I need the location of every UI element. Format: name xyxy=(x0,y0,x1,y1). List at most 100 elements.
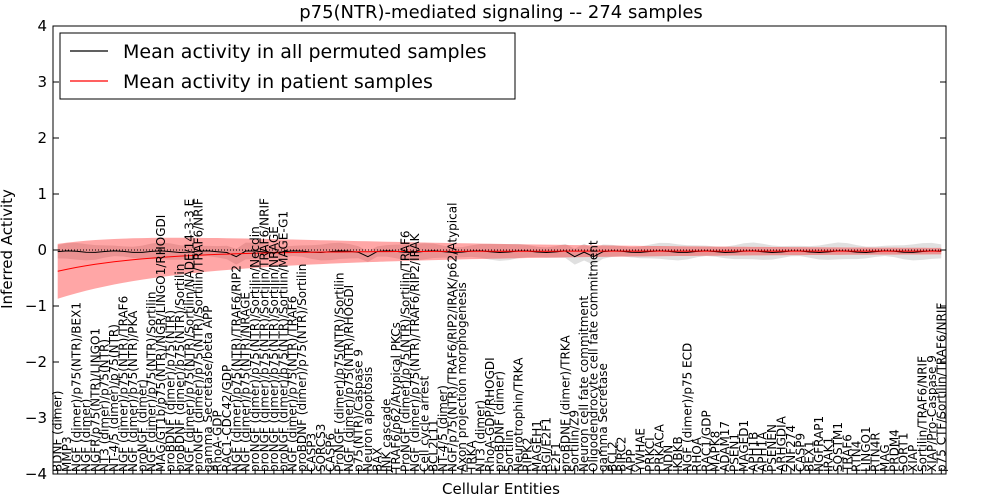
x-tick-label: proNGF (dimer)/p75(NTR)/Sortilin/NRAGE xyxy=(267,226,281,472)
x-tick-label: MMP3 xyxy=(60,436,74,472)
legend-label: Mean activity in patient samples xyxy=(123,71,433,93)
x-tick-label: SQSTM1 xyxy=(831,422,845,472)
x-tick-label: IKBKB xyxy=(671,436,685,472)
x-tick-label: XIAP/Pro-Caspase 9 xyxy=(925,355,939,472)
x-tick-label: proBDNF (dimer)/p75(NTR)/Sortilin xyxy=(173,264,187,472)
x-tick-label: NGF (dimer)/p75(NTR)/TRAF6 xyxy=(286,296,300,472)
y-tick-label: 1 xyxy=(37,185,47,203)
x-tick-label: BAX xyxy=(370,447,384,472)
x-tick-label: RhoA-GDP xyxy=(211,410,225,472)
x-tick-label: CASP3 xyxy=(305,433,319,472)
x-tick-label: CASP9 xyxy=(793,433,807,472)
x-tick-label: NGF (dimer)/p75(NTR)/TRAF6 xyxy=(117,296,131,472)
x-tick-label: TRAF6 xyxy=(840,434,854,473)
x-tick-label: RAC1-CDC42/GDP xyxy=(220,365,234,472)
x-tick-label: RhoA-GDP/RHOGDI xyxy=(483,357,497,472)
x-tick-label: NGF (dimer)/p75(NTR)/TRAF6/RIP2/IRAK xyxy=(408,232,422,472)
x-tick-label: PRDM4 xyxy=(887,429,901,472)
x-tick-label: RHOA xyxy=(690,436,704,472)
y-tick-label: −4 xyxy=(25,465,47,483)
x-tick-label: proBDNF (dimer)/p75(NTR) xyxy=(164,310,178,472)
x-tick-label: Axon projection morphogenesis xyxy=(455,282,469,472)
x-tick-label: gamma Secretase xyxy=(596,363,610,472)
x-tick-label: NT-4/5 (dimer)/p75(NTR) xyxy=(107,324,121,472)
x-tick-label: RGI/E2F1 xyxy=(540,417,554,472)
x-tick-label: proBDNF (dimer)/p75(NTR)/Sortilin xyxy=(295,264,309,472)
x-tick-label: proNGF (dimer)/p75(NTR)/Sortilin/TRAF6/N… xyxy=(258,198,272,472)
x-tick-label: SORCS3 xyxy=(314,424,328,472)
x-tick-label: NGF (dimer)/p75 ECD xyxy=(681,343,695,472)
y-tick-label: −3 xyxy=(25,409,47,427)
x-tick-label: NT3 (dimer) xyxy=(474,400,488,472)
chart-title: p75(NTR)-mediated signaling -- 274 sampl… xyxy=(299,2,703,23)
x-tick-label: proBDNF (dimer) xyxy=(493,371,507,472)
x-tick-label: gamma Secretase/beta APP xyxy=(201,306,215,472)
legend-label: Mean activity in all permuted samples xyxy=(123,41,486,63)
x-tick-label: BCL2L11 xyxy=(427,419,441,472)
x-tick-label: proBDNF (dimer)/TRKA xyxy=(558,335,572,472)
x-tick-label: NT3 (dimer)/p75(NTR) xyxy=(98,339,112,472)
x-tick-label: ProNGF (dimer)/p75(NTR)/Sortilin/TRAF6 xyxy=(399,230,413,472)
x-tick-label: NT-4/5 (dimer) xyxy=(436,385,450,472)
x-tick-label: NGF (dimer)/p75(NTR)/Sortilin/NADE/14-3-… xyxy=(182,199,196,472)
x-tick-label: XIAP xyxy=(906,445,920,472)
x-tick-label: APH1B xyxy=(746,432,760,472)
x-tick-label: BIRC2 xyxy=(615,436,629,472)
x-tick-label: ZNF274 xyxy=(784,425,798,472)
x-tick-label: Oligodendrocyte cell fate commitment xyxy=(587,240,601,472)
x-tick-label: CASP6 xyxy=(323,433,337,472)
x-tick-label: APP xyxy=(624,449,638,472)
y-tick-label: 3 xyxy=(37,73,47,91)
x-tick-label: NGFRAP1 xyxy=(812,416,826,472)
x-axis-label: Cellular Entities xyxy=(442,480,560,498)
x-tick-label: MAG/GT1b/p75(NTR)/NGR/LINGO1/RHOGDI xyxy=(154,215,168,472)
x-tick-label: Sortilin/TRAF6/NRIF xyxy=(916,356,930,472)
x-tick-label: Neurotrophin/TRKA xyxy=(511,357,525,472)
x-tick-label: Neuron apoptosis xyxy=(361,367,375,472)
x-tick-label: PRKCI xyxy=(643,437,657,472)
x-tick-label: ADAM17 xyxy=(718,421,732,472)
x-tick-label: p75 CTF/Sortilin/TRAF6/NRIF xyxy=(934,303,948,472)
x-tick-label: NGF (dimer)/p75(NTR)/NRAGE xyxy=(239,292,253,472)
x-tick-label: BEX1 xyxy=(803,440,817,472)
axes-frame xyxy=(52,25,947,475)
x-tick-label: PRKACA xyxy=(652,423,666,472)
x-tick-label: YWHAE xyxy=(634,428,648,473)
x-tick-label: TRAF6/p62/Atypical PKCs xyxy=(389,322,403,473)
x-tick-label: E2F1 xyxy=(549,442,563,472)
x-tick-label: JNK cascade xyxy=(380,399,394,473)
x-tick-label: APH1A xyxy=(756,431,770,472)
x-tick-label: NGF (dimer)/p75(NTR)/BEX1 xyxy=(70,302,84,472)
y-tick-label: 0 xyxy=(37,241,47,259)
x-tick-label: NGF (dimer) xyxy=(79,399,93,472)
x-tick-label: proNGF (dimer)/p75(NTR)/Sortilin/Necdin xyxy=(248,226,262,472)
x-tick-label: MAGEH1 xyxy=(530,420,544,472)
x-tick-label: Neuron cell fate commitment xyxy=(577,296,591,472)
x-tick-label: BCL2 xyxy=(605,441,619,472)
x-tick-label: IRAK1 xyxy=(822,437,836,472)
x-tick-label: proNGF (dimer) xyxy=(135,379,149,472)
x-tick-label: Sortilin xyxy=(502,430,516,472)
permuted-band xyxy=(57,242,942,265)
x-tick-label: MAG xyxy=(878,444,892,472)
x-tick-label: ProNGF (dimer)/p75(NTR)/Sortilin xyxy=(333,272,347,472)
x-tick-label: RTN4 xyxy=(850,441,864,472)
x-tick-label: MAPK8 xyxy=(709,431,723,472)
x-tick-label: p75(NTR)/Caspase 9 xyxy=(352,349,366,472)
x-tick-label: PSEN1 xyxy=(728,433,742,472)
legend-box xyxy=(59,32,516,100)
x-tick-label: proNGF (dimer)/p75(NTR)/Sortilin/TRAF6/N… xyxy=(192,198,206,472)
x-tick-label: BDNF (dimer) xyxy=(51,391,65,473)
x-tick-label: NGFR/p75(NTR)/LINGO1 xyxy=(88,328,102,472)
x-tick-label: NGF (dimer)/p75(NTR)/RHOGDI xyxy=(342,285,356,472)
y-tick-label: 2 xyxy=(37,129,47,147)
x-tick-label: Cell cycle arrest xyxy=(417,376,431,472)
x-tick-label: NGF/p75(NTR)/TRAF6/RIP2/IRAK/p62/Atypica… xyxy=(446,203,460,472)
y-axis-label: Inferred Activity xyxy=(0,189,16,309)
x-tick-label: SORT1 xyxy=(897,433,911,473)
y-tick-label: −2 xyxy=(25,353,47,371)
x-tick-label: LINGO1 xyxy=(859,426,873,472)
x-tick-label: RTN4R xyxy=(869,432,883,472)
